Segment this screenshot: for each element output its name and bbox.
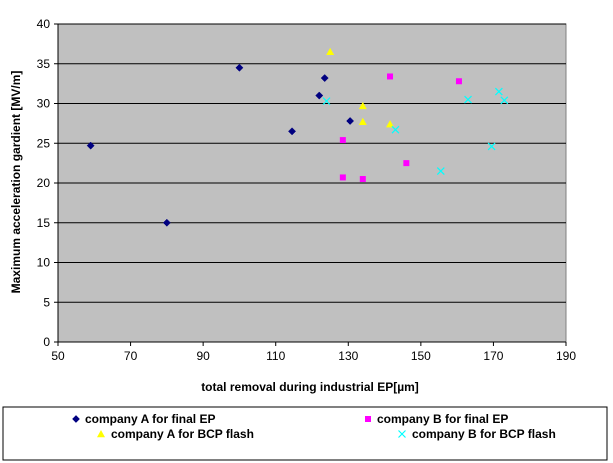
y-tick-label: 0 xyxy=(43,335,50,349)
y-tick-label: 10 xyxy=(37,256,51,270)
y-tick-label: 20 xyxy=(37,176,51,190)
y-tick-label: 25 xyxy=(37,136,51,150)
data-point xyxy=(360,176,366,182)
legend-label: company A for final EP xyxy=(85,412,215,426)
x-tick-label: 90 xyxy=(196,349,210,363)
data-point xyxy=(340,174,346,180)
y-tick-label: 40 xyxy=(37,17,51,31)
x-tick-label: 170 xyxy=(483,349,503,363)
y-tick-label: 15 xyxy=(37,216,51,230)
x-tick-label: 130 xyxy=(338,349,358,363)
data-point xyxy=(456,78,462,84)
x-axis-title: total removal during industrial EP[µm] xyxy=(201,380,419,394)
y-axis-title: Maximum acceleration gardient [MV/m] xyxy=(9,71,23,294)
x-tick-label: 150 xyxy=(411,349,431,363)
x-tick-label: 110 xyxy=(266,349,285,363)
legend: company A for final EP company B for fina… xyxy=(3,407,607,460)
y-tick-label: 30 xyxy=(37,97,51,111)
legend-label: company B for BCP flash xyxy=(412,427,556,441)
x-tick-label: 50 xyxy=(51,349,65,363)
plot-area xyxy=(54,24,566,346)
y-tick-label: 5 xyxy=(43,295,50,309)
x-tick-label: 70 xyxy=(124,349,138,363)
data-point xyxy=(340,137,346,143)
y-tick-label: 35 xyxy=(37,57,51,71)
data-point xyxy=(403,160,409,166)
x-tick-label: 190 xyxy=(556,349,576,363)
legend-label: company B for final EP xyxy=(377,412,508,426)
legend-marker xyxy=(365,416,371,422)
legend-label: company A for BCP flash xyxy=(111,427,254,441)
data-point xyxy=(387,73,393,79)
